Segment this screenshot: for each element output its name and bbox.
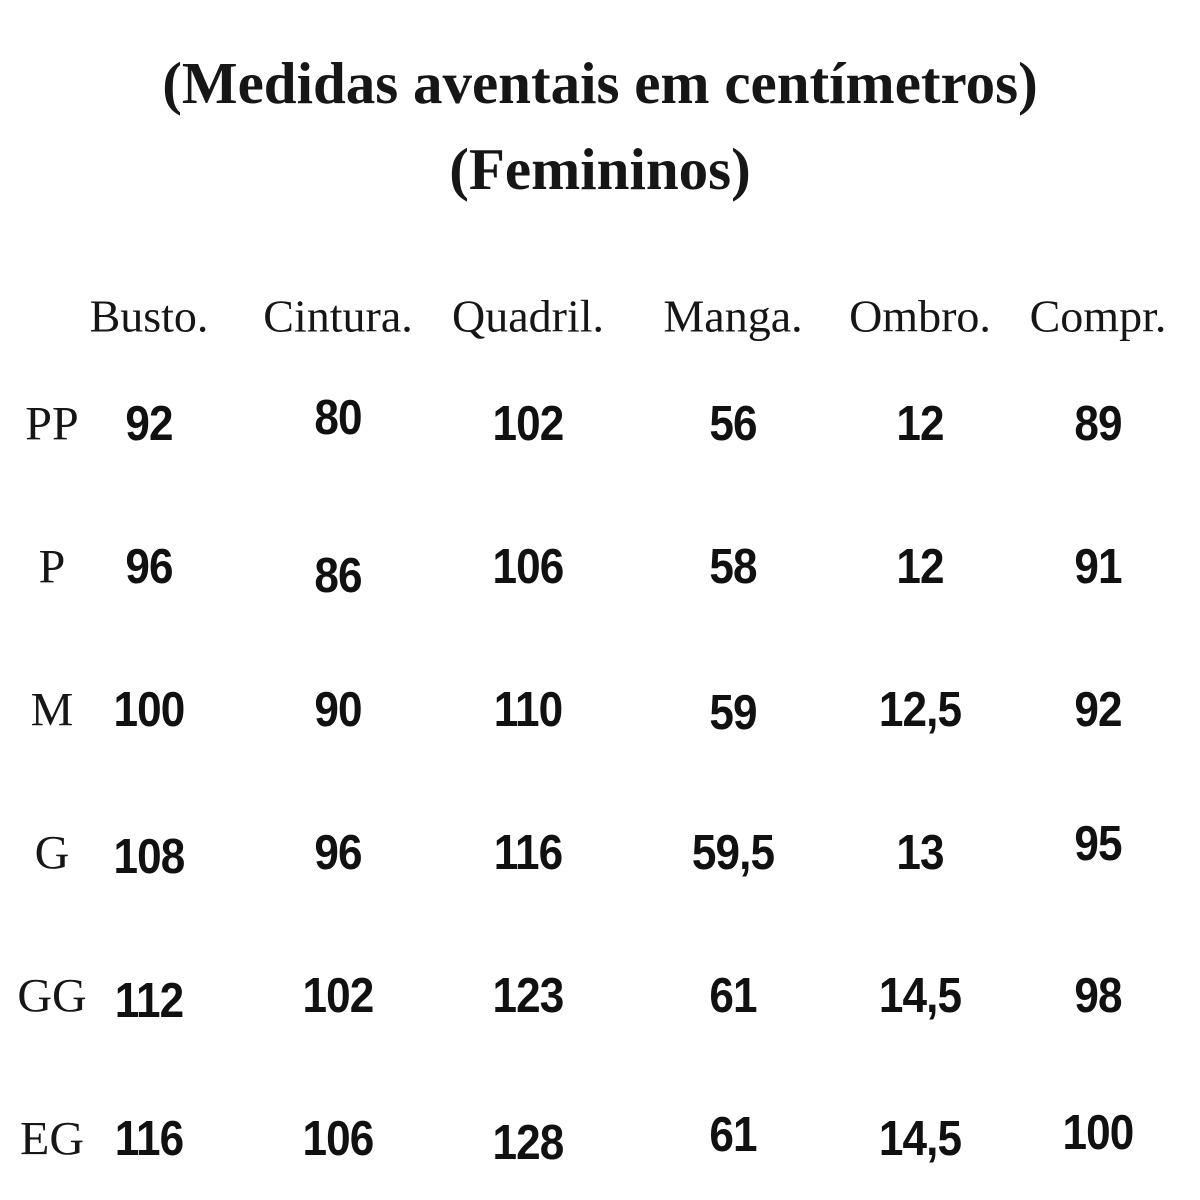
cell-value: 106 (492, 539, 565, 594)
page-title: (Medidas aventais em centímetros) (Femin… (0, 40, 1200, 212)
cell-value: 89 (1074, 396, 1122, 451)
cell-value: 86 (314, 548, 362, 603)
cell-value: 90 (314, 682, 362, 737)
table-header-row: Busto. Cintura. Quadril. Manga. Ombro. C… (0, 262, 1200, 352)
cell-value: 58 (709, 539, 757, 594)
row-size-label: P (38, 540, 66, 593)
cell-value: 102 (302, 968, 375, 1023)
table-row-g: G 108 96 116 59,5 13 95 (0, 781, 1200, 924)
cell-value: 123 (492, 968, 565, 1023)
cell-value: 13 (896, 825, 944, 880)
cell-value: 80 (314, 390, 362, 445)
column-header-busto: Busto. (89, 290, 209, 342)
cell-value: 110 (493, 682, 563, 737)
cell-value: 96 (314, 825, 362, 880)
column-header-quadril: Quadril. (451, 290, 605, 342)
table-row-p: P 96 86 106 58 12 91 (0, 495, 1200, 638)
cell-value: 95 (1074, 816, 1122, 871)
column-header-compr: Compr. (1029, 290, 1167, 342)
measurements-table: Busto. Cintura. Quadril. Manga. Ombro. C… (0, 262, 1200, 1200)
cell-value: 106 (302, 1111, 375, 1166)
row-size-label: GG (17, 969, 87, 1022)
cell-value: 12,5 (878, 682, 962, 737)
cell-value: 59 (709, 685, 757, 740)
cell-value: 96 (125, 539, 173, 594)
row-size-label: M (30, 683, 74, 736)
cell-value: 100 (113, 682, 186, 737)
title-line-2: (Femininos) (449, 136, 751, 202)
cell-value: 102 (492, 396, 565, 451)
cell-value: 108 (113, 829, 186, 884)
cell-value: 98 (1074, 968, 1122, 1023)
cell-value: 116 (114, 1111, 184, 1166)
column-header-manga: Manga. (663, 290, 803, 342)
table-row-gg: GG 112 102 123 61 14,5 98 (0, 924, 1200, 1067)
cell-value: 61 (709, 1107, 757, 1162)
cell-value: 14,5 (878, 968, 962, 1023)
cell-value: 12 (896, 539, 944, 594)
cell-value: 128 (492, 1115, 565, 1170)
cell-value: 12 (896, 396, 944, 451)
cell-value: 91 (1074, 539, 1122, 594)
cell-value: 56 (709, 396, 757, 451)
column-header-ombro: Ombro. (849, 290, 991, 342)
table-row-eg: EG 116 106 128 61 14,5 100 (0, 1067, 1200, 1200)
table-row-m: M 100 90 110 59 12,5 92 (0, 638, 1200, 781)
title-line-1: (Medidas aventais em centímetros) (162, 50, 1038, 116)
column-header-cintura: Cintura. (263, 290, 413, 342)
cell-value: 100 (1062, 1105, 1135, 1160)
row-size-label: G (34, 826, 70, 879)
cell-value: 112 (114, 973, 184, 1028)
cell-value: 61 (709, 968, 757, 1023)
cell-value: 116 (493, 825, 563, 880)
row-size-label: EG (20, 1112, 84, 1165)
table-row-pp: PP 92 80 102 56 12 89 (0, 352, 1200, 495)
cell-value: 92 (1074, 682, 1122, 737)
cell-value: 59,5 (691, 825, 775, 880)
cell-value: 14,5 (878, 1111, 962, 1166)
row-size-label: PP (25, 397, 79, 450)
cell-value: 92 (125, 396, 173, 451)
